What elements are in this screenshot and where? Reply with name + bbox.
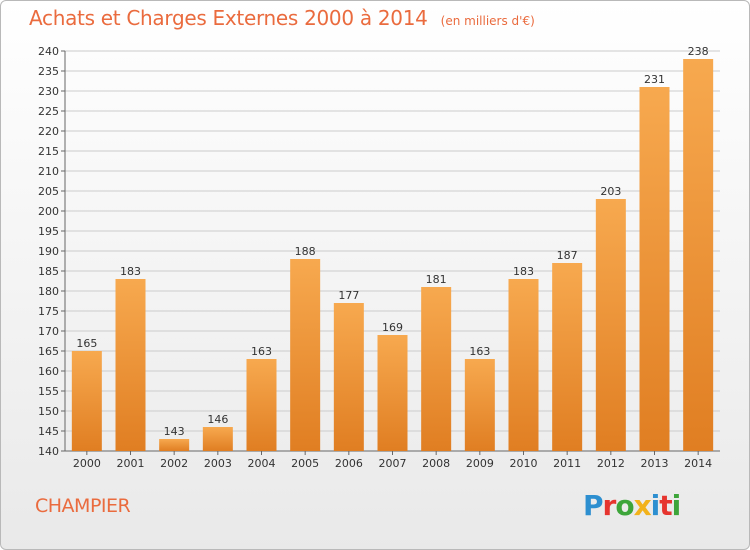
y-tick-label: 165 [38, 345, 59, 358]
y-tick-label: 185 [38, 265, 59, 278]
data-label: 163 [469, 345, 490, 358]
x-tick-label: 2008 [422, 457, 450, 470]
x-tick-label: 2007 [379, 457, 407, 470]
data-label: 187 [557, 249, 578, 262]
y-tick-label: 205 [38, 185, 59, 198]
y-tick-label: 140 [38, 445, 59, 458]
data-label: 169 [382, 321, 403, 334]
data-label: 146 [207, 413, 228, 426]
y-tick-label: 230 [38, 85, 59, 98]
data-label: 238 [688, 45, 709, 58]
commune-name: CHAMPIER [35, 495, 131, 517]
y-tick-label: 215 [38, 145, 59, 158]
bar [508, 279, 539, 451]
x-tick-label: 2014 [684, 457, 712, 470]
x-tick-label: 2003 [204, 457, 232, 470]
chart-title: Achats et Charges Externes 2000 à 2014 [29, 6, 428, 30]
bar [377, 335, 408, 451]
x-tick-label: 2013 [641, 457, 669, 470]
bar [683, 59, 714, 451]
data-label: 188 [295, 245, 316, 258]
bar [421, 287, 452, 451]
x-tick-label: 2005 [291, 457, 319, 470]
x-tick-label: 2009 [466, 457, 494, 470]
x-tick-label: 2001 [117, 457, 145, 470]
bar [115, 279, 146, 451]
x-tick-label: 2006 [335, 457, 363, 470]
y-tick-label: 235 [38, 65, 59, 78]
bar [290, 259, 321, 451]
data-label: 183 [120, 265, 141, 278]
bar [552, 263, 583, 451]
y-tick-label: 190 [38, 245, 59, 258]
data-label: 165 [76, 337, 97, 350]
bar [246, 359, 277, 451]
title-block: Achats et Charges Externes 2000 à 2014 (… [29, 6, 535, 30]
y-tick-label: 195 [38, 225, 59, 238]
y-tick-label: 210 [38, 165, 59, 178]
y-tick-label: 180 [38, 285, 59, 298]
bar [639, 87, 670, 451]
chart-unit: (en milliers d'€) [440, 14, 535, 28]
data-label: 177 [338, 289, 359, 302]
x-tick-label: 2002 [160, 457, 188, 470]
x-tick-label: 2004 [248, 457, 276, 470]
y-tick-label: 170 [38, 325, 59, 338]
data-label: 231 [644, 73, 665, 86]
y-tick-label: 225 [38, 105, 59, 118]
bar [333, 303, 364, 451]
y-tick-label: 240 [38, 45, 59, 58]
y-tick-label: 145 [38, 425, 59, 438]
y-tick-label: 160 [38, 365, 59, 378]
bar [595, 199, 626, 451]
bar [159, 439, 190, 451]
x-tick-label: 2012 [597, 457, 625, 470]
proxiti-logo[interactable]: Proxiti [583, 489, 681, 522]
data-label: 143 [164, 425, 185, 438]
bar [71, 351, 102, 451]
y-tick-label: 155 [38, 385, 59, 398]
bar [464, 359, 495, 451]
data-label: 183 [513, 265, 534, 278]
data-label: 181 [426, 273, 447, 286]
data-label: 203 [600, 185, 621, 198]
x-tick-label: 2000 [73, 457, 101, 470]
y-tick-label: 200 [38, 205, 59, 218]
x-tick-label: 2010 [510, 457, 538, 470]
y-tick-label: 220 [38, 125, 59, 138]
x-tick-label: 2011 [553, 457, 581, 470]
y-tick-label: 175 [38, 305, 59, 318]
data-label: 163 [251, 345, 272, 358]
bar [202, 427, 233, 451]
y-tick-label: 150 [38, 405, 59, 418]
